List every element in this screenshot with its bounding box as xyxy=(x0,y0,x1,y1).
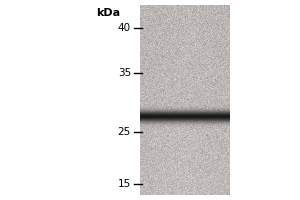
Text: 25: 25 xyxy=(118,127,131,137)
Text: 15: 15 xyxy=(118,179,131,189)
Text: 35: 35 xyxy=(118,68,131,78)
Text: kDa: kDa xyxy=(96,8,120,18)
Text: 40: 40 xyxy=(118,23,131,33)
